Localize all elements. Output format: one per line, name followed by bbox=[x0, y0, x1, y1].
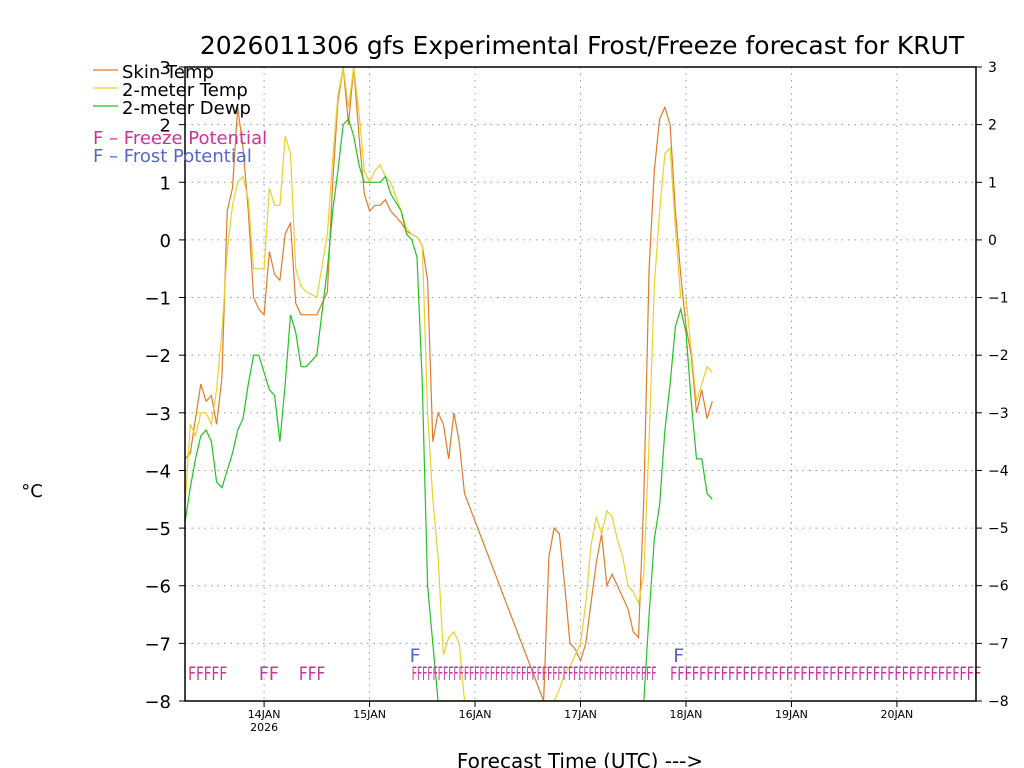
x-tick-label: 20JAN bbox=[880, 708, 913, 721]
legend-label: Skin Temp bbox=[122, 62, 214, 83]
potential-flags: FFFFF FF FFF FFFFFFFFFFFFFFFFFFFFFFFFFFFFFF… bbox=[188, 645, 981, 685]
series-line-2-meter-temp bbox=[185, 67, 713, 701]
grid bbox=[185, 67, 976, 701]
x-tick-label: 16JAN bbox=[459, 708, 492, 721]
y-tick-label-right: −5 bbox=[988, 521, 1009, 537]
series-line-skin-temp bbox=[185, 67, 713, 701]
x-tick-label: 15JAN bbox=[353, 708, 386, 721]
chart-title: 2026011306 gfs Experimental Frost/Freeze… bbox=[200, 31, 965, 60]
y-tick-label: 0 bbox=[160, 231, 171, 252]
freeze-flag-run: FFF bbox=[299, 663, 325, 685]
y-tick-label: −4 bbox=[144, 461, 171, 482]
y-tick-label: 3 bbox=[160, 58, 171, 79]
y-tick-label-right: −4 bbox=[988, 463, 1009, 479]
series-lines bbox=[185, 67, 713, 701]
y-tick-label-right: 1 bbox=[988, 175, 997, 191]
y-tick-label-right: −7 bbox=[988, 636, 1009, 652]
y-axis-ticks: 3 3 2 2 1 1 0 0 −1 −1 −2 −2 −3 −3 −4 −4 −5 −5 −6 −6 −7 −7 −8 −8 bbox=[144, 58, 1008, 713]
y-tick-label: −1 bbox=[144, 289, 171, 310]
y-tick-label-right: 2 bbox=[988, 118, 997, 134]
legend-label: 2-meter Dewp bbox=[122, 98, 251, 119]
y-tick-label: −8 bbox=[144, 692, 171, 713]
y-tick-label: −2 bbox=[144, 346, 171, 367]
frost-flag: F bbox=[673, 645, 684, 667]
x-tick-label: 14JAN bbox=[248, 708, 281, 721]
legend-item: 2-meter Dewp bbox=[93, 98, 251, 119]
y-tick-label-right: 0 bbox=[988, 233, 997, 249]
freeze-flag-run: FFFFF bbox=[188, 663, 227, 685]
y-tick-label-right: 3 bbox=[988, 60, 997, 76]
legend-label: F – Frost Potential bbox=[93, 146, 252, 167]
frost-flag: F bbox=[410, 645, 421, 667]
y-tick-label-right: −2 bbox=[988, 348, 1009, 364]
x-tick-sublabel: 2026 bbox=[250, 721, 278, 734]
y-tick-label: −6 bbox=[144, 577, 171, 598]
legend-item: 2-meter Temp bbox=[93, 80, 248, 101]
y-tick-label: −7 bbox=[144, 634, 171, 655]
freeze-flag-run: FFFFFFFFFFFFFFFFFFFFFFFFFFFFFFFFFFFFFFFF… bbox=[412, 663, 657, 685]
legend-label: F – Freeze Potential bbox=[93, 128, 267, 149]
legend-item: F – Frost Potential bbox=[93, 146, 252, 167]
y-tick-label: 2 bbox=[160, 116, 171, 137]
y-axis-label: °C bbox=[21, 481, 43, 502]
legend-item: Skin Temp bbox=[93, 62, 214, 83]
y-tick-label-right: −8 bbox=[988, 694, 1009, 710]
x-axis-label: Forecast Time (UTC) ---> bbox=[457, 749, 703, 768]
legend-item: F – Freeze Potential bbox=[93, 128, 267, 149]
legend-label: 2-meter Temp bbox=[122, 80, 248, 101]
x-tick-label: 17JAN bbox=[564, 708, 597, 721]
series-line-2-meter-dewp bbox=[185, 117, 713, 701]
y-tick-label-right: −1 bbox=[988, 291, 1009, 307]
x-tick-label: 19JAN bbox=[775, 708, 808, 721]
freeze-flag-run: FFFFFFFFFFFFFFFFFFFFFFFFFFFFFFFFFFFFFFFF… bbox=[670, 663, 981, 685]
y-tick-label-right: −3 bbox=[988, 406, 1009, 422]
y-tick-label: −5 bbox=[144, 519, 171, 540]
plot-frame bbox=[184, 66, 977, 702]
y-tick-label: 1 bbox=[160, 173, 171, 194]
y-tick-label: −3 bbox=[144, 404, 171, 425]
x-tick-label: 18JAN bbox=[670, 708, 703, 721]
y-tick-label-right: −6 bbox=[988, 579, 1009, 595]
freeze-flag-run: FF bbox=[259, 663, 279, 685]
